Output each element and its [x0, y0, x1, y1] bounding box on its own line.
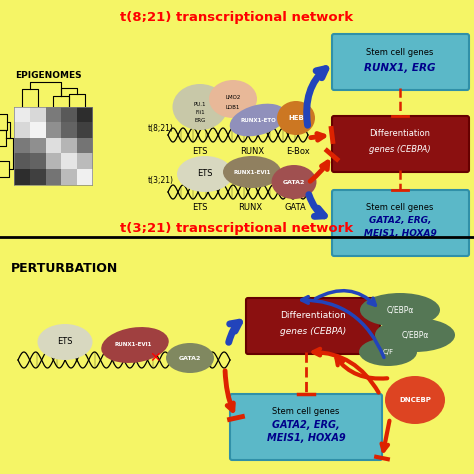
- Text: Stem cell genes: Stem cell genes: [272, 408, 340, 417]
- Text: DNCEBP: DNCEBP: [399, 397, 431, 403]
- Text: PU.1: PU.1: [194, 101, 206, 107]
- Text: Stem cell genes: Stem cell genes: [366, 202, 434, 211]
- Ellipse shape: [230, 104, 286, 137]
- Ellipse shape: [101, 327, 169, 363]
- Ellipse shape: [360, 293, 440, 327]
- Text: t(3;21): t(3;21): [148, 175, 174, 184]
- FancyBboxPatch shape: [230, 394, 382, 460]
- Text: RUNX: RUNX: [238, 203, 262, 212]
- Ellipse shape: [177, 156, 233, 192]
- Text: C/EBPα: C/EBPα: [401, 330, 428, 339]
- Text: LMO2: LMO2: [225, 94, 241, 100]
- Text: GATA2: GATA2: [283, 180, 305, 184]
- Text: Fli1: Fli1: [195, 109, 205, 115]
- Text: ETS: ETS: [197, 170, 213, 179]
- Text: ETS: ETS: [192, 203, 208, 212]
- Text: t(3;21) transcriptional network: t(3;21) transcriptional network: [120, 221, 354, 235]
- Text: RUNX1-ETO: RUNX1-ETO: [240, 118, 276, 122]
- FancyBboxPatch shape: [332, 190, 469, 256]
- Ellipse shape: [385, 376, 445, 424]
- Text: C/F: C/F: [383, 349, 393, 355]
- Text: Stem cell genes: Stem cell genes: [366, 47, 434, 56]
- Text: t(8;21) transcriptional network: t(8;21) transcriptional network: [120, 10, 354, 24]
- FancyBboxPatch shape: [332, 34, 469, 90]
- Text: PERTURBATION: PERTURBATION: [11, 262, 119, 274]
- Text: MEIS1, HOXA9: MEIS1, HOXA9: [267, 433, 346, 443]
- Text: LDB1: LDB1: [226, 104, 240, 109]
- Text: genes (CEBPA): genes (CEBPA): [280, 328, 346, 337]
- Text: EPIGENOMES: EPIGENOMES: [15, 71, 82, 80]
- Text: GATA2, ERG,: GATA2, ERG,: [272, 420, 340, 430]
- Text: MEIS1, HOXA9: MEIS1, HOXA9: [364, 228, 437, 237]
- Text: ETS: ETS: [192, 147, 208, 156]
- Text: ERG: ERG: [194, 118, 206, 122]
- Text: RUNX1-EVI1: RUNX1-EVI1: [233, 170, 271, 174]
- Ellipse shape: [272, 165, 317, 199]
- Text: ETS: ETS: [57, 337, 73, 346]
- FancyBboxPatch shape: [246, 298, 380, 354]
- Text: t(8;21): t(8;21): [148, 124, 174, 133]
- Text: GATA: GATA: [284, 203, 306, 212]
- Text: C/EBPα: C/EBPα: [386, 306, 414, 315]
- Ellipse shape: [209, 80, 257, 118]
- Text: RUNX1, ERG: RUNX1, ERG: [364, 63, 436, 73]
- Ellipse shape: [37, 324, 92, 360]
- Text: GATA2, ERG,: GATA2, ERG,: [369, 216, 431, 225]
- Ellipse shape: [223, 156, 281, 188]
- Text: GATA2: GATA2: [179, 356, 201, 361]
- Text: Differentiation: Differentiation: [280, 311, 346, 320]
- Text: RUNX1-EVI1: RUNX1-EVI1: [114, 343, 152, 347]
- FancyBboxPatch shape: [332, 116, 469, 172]
- Ellipse shape: [173, 84, 228, 130]
- Ellipse shape: [166, 343, 214, 373]
- Text: E-Box: E-Box: [286, 147, 310, 156]
- Ellipse shape: [375, 318, 455, 352]
- Text: Differentiation: Differentiation: [370, 128, 430, 137]
- Text: HEB: HEB: [288, 115, 304, 121]
- Text: ✕: ✕: [149, 351, 161, 365]
- Ellipse shape: [359, 338, 417, 366]
- Text: genes (CEBPA): genes (CEBPA): [369, 145, 431, 154]
- Ellipse shape: [277, 101, 315, 135]
- Text: RUNX: RUNX: [240, 147, 264, 156]
